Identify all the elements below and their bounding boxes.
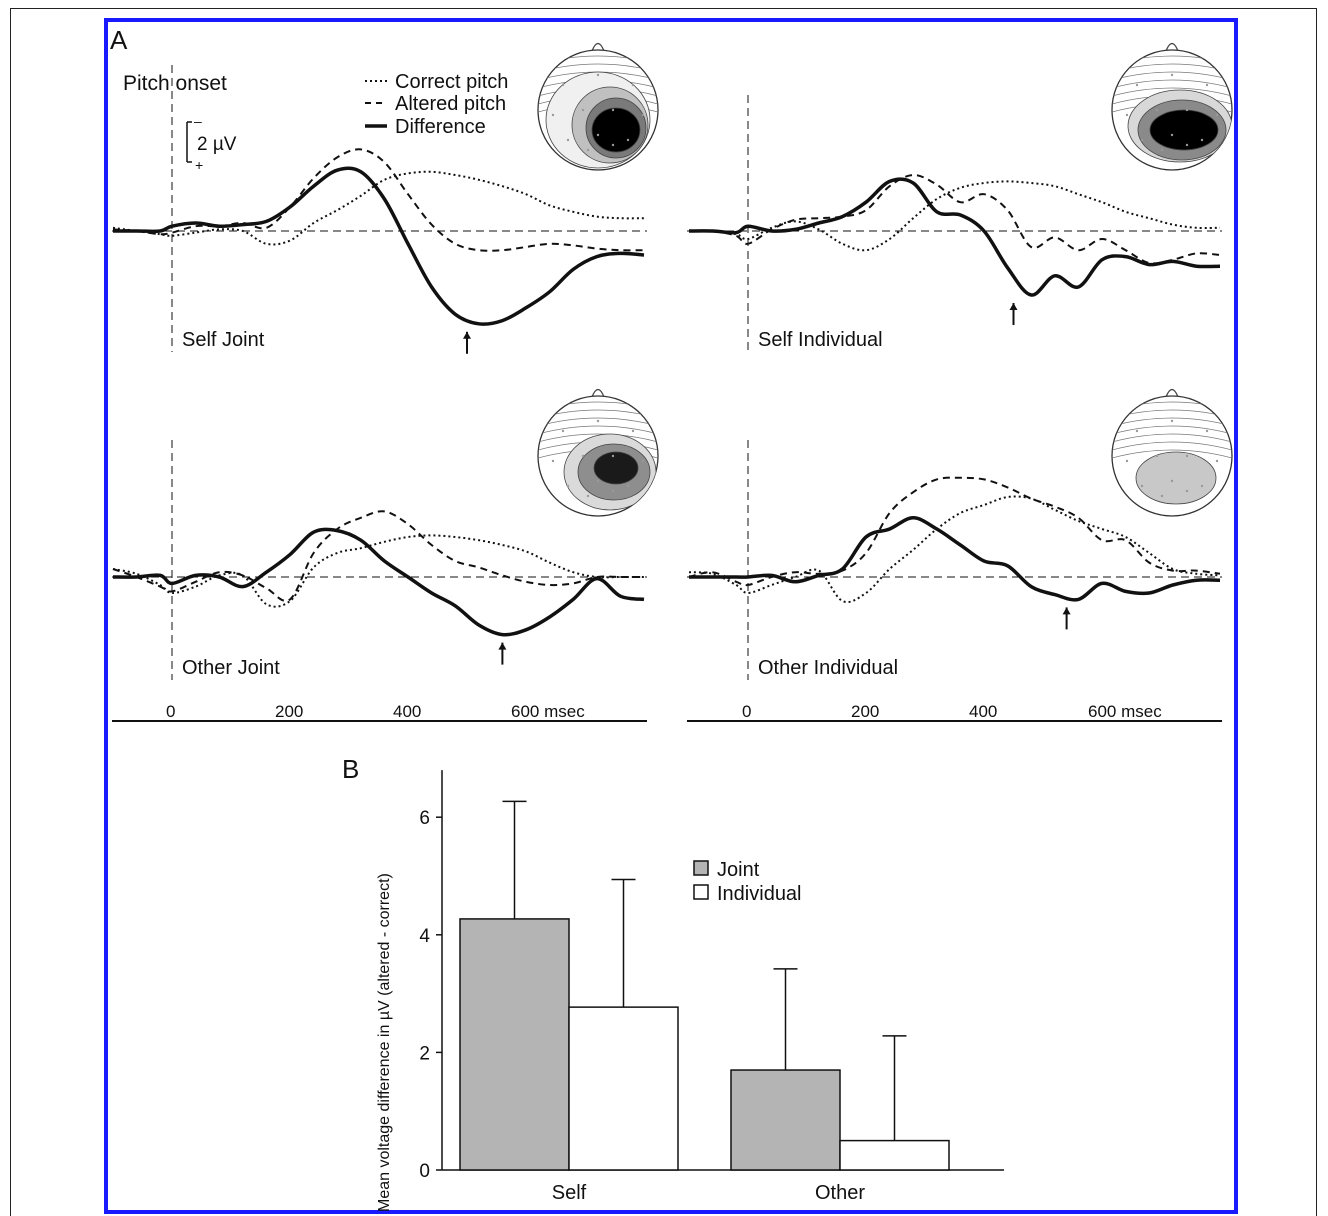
peak-arrow-self-joint xyxy=(463,331,471,354)
error-bar-self-joint xyxy=(502,800,527,919)
waveform-correct-pitch-self-individual xyxy=(688,180,1221,252)
time-tick-200-right: 200 xyxy=(851,702,879,721)
error-bar-other-joint xyxy=(773,968,798,1071)
waveform-correct-pitch-self-joint xyxy=(112,170,645,246)
time-tick-0-right: 0 xyxy=(742,702,751,721)
legend-altered-label: Altered pitch xyxy=(395,93,506,115)
pitch-onset-label: Pitch onset xyxy=(123,72,227,95)
peak-arrow-other-joint xyxy=(498,642,507,665)
legend-joint-label: Joint xyxy=(717,859,760,881)
bar-chart-y-axis-label: Mean voltage difference in µV (altered -… xyxy=(376,873,393,1212)
erp-panel-other-joint xyxy=(112,440,647,680)
time-axis-left: 0 200 400 600 msec xyxy=(112,702,647,722)
panel-label-other-joint: Other Joint xyxy=(182,657,280,679)
time-tick-0-left: 0 xyxy=(166,702,175,721)
legend-joint-swatch xyxy=(693,860,709,876)
waveform-correct-pitch-other-joint xyxy=(112,534,644,608)
x-category-label-self: Self xyxy=(552,1182,587,1204)
topo-map-self-individual xyxy=(1111,42,1233,171)
waveform-correct-pitch-other-individual xyxy=(688,495,1221,604)
time-axis-right: 0 200 400 600 msec xyxy=(687,702,1222,722)
erp-panel-self-individual xyxy=(687,95,1222,352)
scale-minus-sign: – xyxy=(194,113,202,129)
bar-self-individual xyxy=(568,1006,679,1171)
scalp-topography-maps xyxy=(537,42,1233,517)
bar-other-joint xyxy=(730,1069,841,1171)
erp-panels xyxy=(112,65,1222,680)
panel-label-self-joint: Self Joint xyxy=(182,329,265,351)
waveform-altered-pitch-other-individual xyxy=(688,476,1221,587)
topo-map-other-joint xyxy=(537,388,659,517)
peak-arrow-self-individual xyxy=(1009,303,1018,325)
y-tick-label-6: 6 xyxy=(419,808,430,829)
panel-label-other-individual: Other Individual xyxy=(758,657,898,679)
waveform-difference-other-joint xyxy=(112,527,645,637)
y-tick-label-2: 2 xyxy=(419,1043,430,1064)
panel-label-self-individual: Self Individual xyxy=(758,329,883,351)
time-tick-400-right: 400 xyxy=(969,702,997,721)
waveform-difference-self-individual xyxy=(688,177,1221,297)
x-category-label-other: Other xyxy=(815,1182,865,1204)
figure-selection-border xyxy=(104,18,1238,1214)
error-bar-other-individual xyxy=(882,1035,907,1141)
bar-chart: Mean voltage difference in µV (altered -… xyxy=(376,770,1004,1212)
waveform-altered-pitch-self-joint xyxy=(112,148,645,252)
y-tick-label-4: 4 xyxy=(419,926,430,947)
y-tick-label-0: 0 xyxy=(419,1161,430,1182)
waveform-altered-pitch-other-joint xyxy=(112,510,644,602)
time-tick-600-right: 600 msec xyxy=(1088,702,1162,721)
topo-map-self-joint xyxy=(537,42,659,171)
line-legend: Correct pitch Altered pitch Difference xyxy=(365,71,508,138)
waveform-altered-pitch-self-individual xyxy=(688,173,1221,265)
amplitude-scale-bar: – 2 µV + xyxy=(186,113,237,173)
panel-a-label: A xyxy=(110,25,128,55)
scale-plus-sign: + xyxy=(195,157,203,173)
waveform-difference-self-joint xyxy=(113,166,645,326)
peak-arrow-other-individual xyxy=(1062,607,1071,630)
panel-b-label: B xyxy=(342,754,359,784)
time-tick-200-left: 200 xyxy=(275,702,303,721)
time-tick-400-left: 400 xyxy=(393,702,421,721)
legend-correct-label: Correct pitch xyxy=(395,71,508,93)
bar-self-joint xyxy=(459,918,570,1171)
erp-panel-self-joint xyxy=(112,65,647,354)
bar-other-individual xyxy=(839,1139,950,1171)
bar-legend: Joint Individual xyxy=(693,859,802,905)
erp-panel-other-individual xyxy=(687,440,1222,680)
time-tick-600-left: 600 msec xyxy=(511,702,585,721)
error-bar-self-individual xyxy=(611,878,636,1008)
legend-individual-label: Individual xyxy=(717,883,802,905)
scale-value-label: 2 µV xyxy=(197,134,237,155)
waveform-difference-other-individual xyxy=(689,516,1221,602)
legend-difference-label: Difference xyxy=(395,116,486,138)
bar-chart-y-axis: 0 2 4 6 xyxy=(419,770,443,1182)
figure-outer-border xyxy=(10,8,1317,1216)
topo-map-other-individual xyxy=(1111,388,1233,517)
legend-individual-swatch xyxy=(693,884,709,900)
